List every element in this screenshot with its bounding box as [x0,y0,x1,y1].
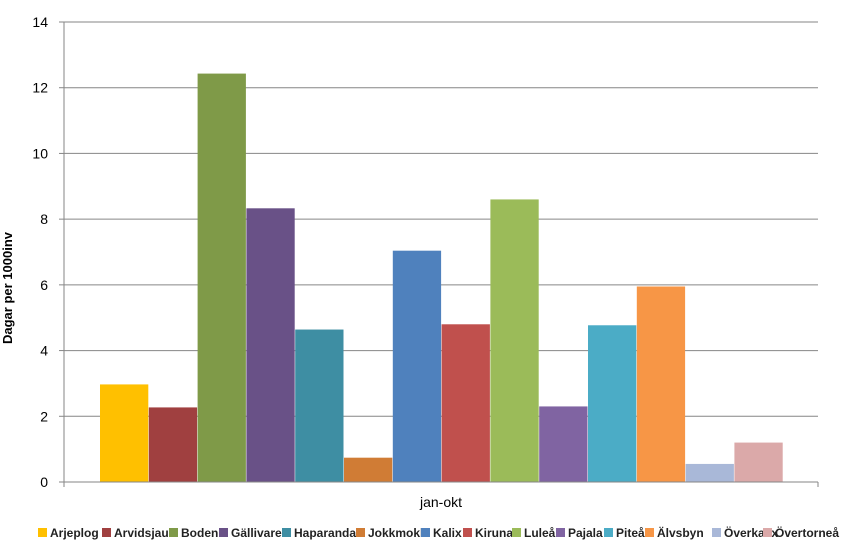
legend-swatch [169,528,178,537]
legend-label: Kalix [433,526,462,540]
bar-överkalix [685,463,734,482]
y-tick-label: 12 [32,80,48,96]
y-axis-ticks: 0 2 4 6 8 10 12 14 [32,14,64,490]
legend-swatch [556,528,565,537]
y-tick-label: 6 [40,277,48,293]
legend-swatch [712,528,721,537]
bar-pajala [539,406,588,482]
legend-swatch [102,528,111,537]
legend-swatch [604,528,613,537]
legend-label: Boden [181,526,218,540]
legend-swatch [282,528,291,537]
bar-arvidsjaur [148,407,198,482]
legend-label: Jokkmokk [368,526,427,540]
y-tick-label: 0 [40,474,48,490]
legend-label: Luleå [524,526,556,540]
legend-swatch [763,528,772,537]
legend-label: Gällivare [231,526,282,540]
legend-swatch [463,528,472,537]
legend-swatch [421,528,430,537]
legend-swatch [512,528,521,537]
bar-älvsbyn [636,286,686,482]
legend-swatch [38,528,47,537]
legend: Arjeplog Arvidsjaur Boden Gällivare Haparand… [38,525,839,540]
y-tick-label: 2 [40,408,48,424]
x-tick-label: jan-okt [419,494,462,510]
bars [100,73,783,483]
bar-gällivare [246,208,295,483]
legend-label: Älvsbyn [657,525,704,540]
bar-övertorneå [734,442,783,482]
legend-label: Piteå [616,526,645,540]
legend-label: Arjeplog [50,526,99,540]
bar-luleå [490,199,539,482]
legend-label: Kiruna [475,526,513,540]
legend-swatch [219,528,228,537]
bar-kalix [392,250,442,482]
bar-jokkmokk [344,457,393,482]
y-tick-label: 10 [32,145,48,161]
y-axis-label: Dagar per 1000inv [0,231,15,344]
legend-label: Arvidsjaur [114,526,174,540]
y-tick-label: 14 [32,14,48,30]
y-tick-label: 4 [40,343,48,359]
bar-piteå [588,325,637,482]
bar-arjeplog [100,384,149,482]
legend-label: Haparanda [294,526,356,540]
x-axis-ticks: jan-okt [63,482,819,510]
legend-swatch [645,528,654,537]
legend-label: Övertorneå [775,525,839,540]
bar-haparanda [295,329,344,482]
legend-swatch [356,528,365,537]
y-tick-label: 8 [40,211,48,227]
legend-label: Pajala [568,526,603,540]
bar-kiruna [441,324,490,482]
bar-boden [197,73,246,482]
